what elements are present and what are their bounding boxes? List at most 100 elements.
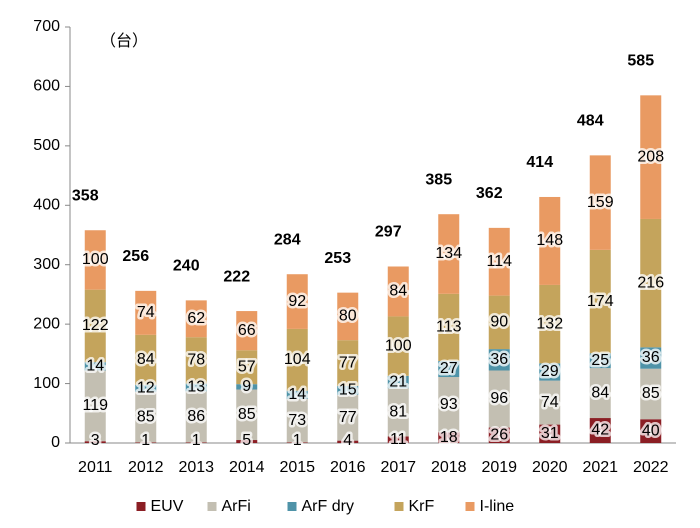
bar-segment — [640, 347, 662, 369]
total-label: 385 — [425, 171, 452, 188]
value-label: 208 — [637, 148, 664, 165]
bar-segment — [84, 362, 106, 371]
value-label: 11 — [390, 431, 407, 448]
bar-segment — [337, 292, 359, 341]
value-label: 1 — [192, 432, 201, 449]
bar-segment — [488, 370, 510, 428]
value-label: 104 — [284, 351, 311, 368]
bar-segment — [589, 368, 611, 419]
bar-segment — [438, 293, 460, 361]
value-label: 84 — [591, 384, 609, 401]
value-label: 74 — [541, 394, 559, 411]
legend-swatch — [465, 502, 475, 511]
total-label: 284 — [274, 231, 301, 248]
value-label: 119 — [82, 397, 108, 414]
legend-label: KrF — [409, 498, 435, 515]
y-tick-label: 500 — [33, 137, 60, 154]
value-label: 62 — [187, 310, 205, 327]
total-label: 256 — [122, 248, 149, 265]
total-label: 585 — [627, 53, 654, 70]
total-label: 253 — [324, 250, 351, 267]
x-tick-label: 2018 — [431, 459, 467, 476]
bar-segment — [589, 249, 611, 354]
bar-segment — [387, 266, 409, 317]
value-label: 85 — [238, 406, 256, 423]
bar-segment — [387, 436, 409, 443]
bar-segment — [286, 399, 308, 443]
y-tick-label: 100 — [33, 375, 60, 392]
x-tick-label: 2014 — [229, 459, 265, 476]
value-label: 18 — [440, 429, 458, 446]
bar-segment — [539, 196, 561, 285]
bar-segment — [286, 442, 308, 443]
bar-segment — [236, 440, 258, 443]
bar-segment — [135, 391, 157, 443]
value-label: 77 — [339, 354, 357, 371]
bar-segment — [387, 375, 409, 389]
bar-segment — [84, 441, 106, 443]
bar-segment — [84, 370, 106, 442]
value-label: 74 — [137, 304, 155, 321]
bar-segment — [589, 418, 611, 443]
bar-segment — [236, 384, 258, 390]
value-label: 85 — [137, 408, 155, 425]
bar-segment — [488, 295, 510, 350]
bar-segment — [185, 391, 207, 443]
value-label: 73 — [288, 412, 306, 429]
bar-segment — [488, 349, 510, 371]
value-label: 85 — [642, 385, 660, 402]
total-label: 484 — [577, 113, 604, 130]
legend-swatch — [207, 502, 217, 511]
y-tick-label: 300 — [33, 256, 60, 273]
value-label: 3 — [91, 432, 100, 449]
bar-segment — [488, 227, 510, 296]
bar-segment — [286, 274, 308, 329]
value-label: 15 — [339, 382, 357, 399]
bar-segment — [387, 316, 409, 376]
bar-segment — [135, 384, 157, 392]
value-label: 78 — [187, 352, 205, 369]
legend-swatch — [394, 502, 404, 511]
bar-segment — [438, 377, 460, 433]
total-label: 222 — [223, 268, 250, 285]
bar-segment — [185, 383, 207, 392]
value-label: 122 — [82, 317, 109, 334]
value-label: 14 — [86, 358, 104, 375]
value-label: 114 — [486, 253, 512, 270]
bar-segment — [84, 230, 106, 290]
legend-label: EUV — [151, 498, 184, 515]
bar-segment — [337, 385, 359, 395]
bar-segment — [640, 368, 662, 420]
value-label: 92 — [288, 293, 306, 310]
value-label: 216 — [637, 274, 664, 291]
legend-swatch — [287, 502, 297, 511]
bar-segment — [640, 218, 662, 348]
legend-swatch — [136, 502, 146, 511]
legend-label: I-line — [480, 498, 515, 515]
y-tick-label: 700 — [33, 18, 60, 35]
value-label: 27 — [440, 360, 458, 377]
bar-segment — [135, 334, 157, 385]
value-label: 100 — [82, 251, 109, 268]
value-label: 5 — [242, 432, 251, 449]
bar-segment — [286, 390, 308, 400]
bar-segment — [84, 289, 106, 363]
value-label: 84 — [389, 283, 407, 300]
value-label: 1 — [293, 432, 302, 449]
value-label: 86 — [187, 408, 205, 425]
value-label: 21 — [389, 373, 407, 390]
x-tick-label: 2012 — [128, 459, 164, 476]
y-tick-label: 200 — [33, 315, 60, 332]
x-tick-label: 2013 — [178, 459, 214, 476]
value-label: 148 — [536, 232, 563, 249]
bar-segment — [185, 442, 207, 443]
bar-segment — [135, 290, 157, 335]
value-label: 96 — [490, 390, 508, 407]
value-label: 26 — [490, 426, 508, 443]
bar-segment — [488, 427, 510, 443]
total-label: 358 — [72, 187, 99, 204]
value-label: 13 — [187, 379, 205, 396]
value-label: 113 — [436, 319, 462, 336]
bar-segment — [438, 214, 460, 294]
